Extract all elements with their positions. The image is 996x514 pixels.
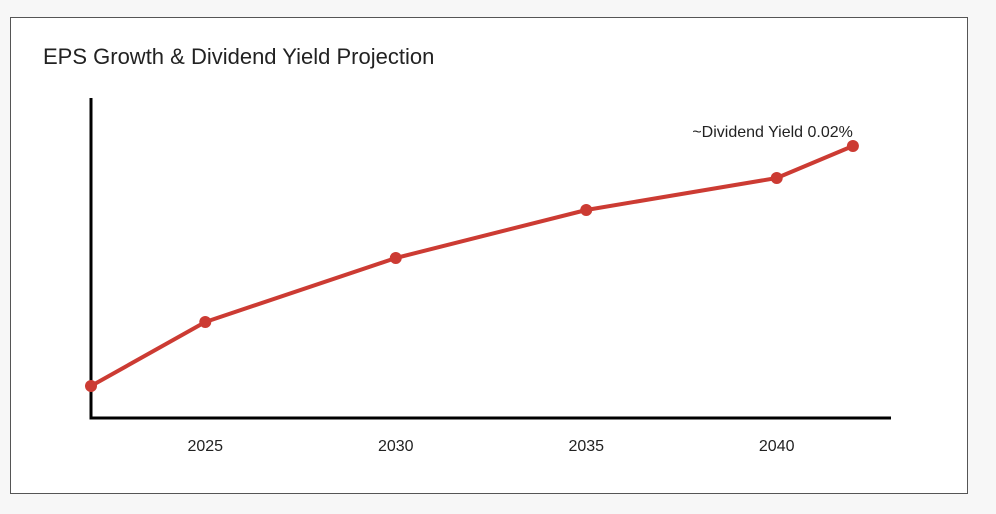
axes xyxy=(89,98,891,420)
data-point xyxy=(846,140,859,152)
data-point xyxy=(85,380,97,392)
eps-line xyxy=(90,144,854,388)
line-chart: 2025 2030 2035 2040 ~Dividend Yield 0.02% xyxy=(85,98,891,455)
x-tick-label: 2035 xyxy=(568,438,604,455)
dividend-yield-annotation: ~Dividend Yield 0.02% xyxy=(692,124,853,141)
data-point xyxy=(580,204,593,216)
data-point xyxy=(770,172,783,184)
chart-container: EPS Growth & Dividend Yield Projection 2… xyxy=(10,17,968,494)
x-tick-label: 2025 xyxy=(187,438,223,455)
series-line xyxy=(85,140,859,392)
x-tick-labels: 2025 2030 2035 2040 xyxy=(187,438,794,455)
data-point xyxy=(199,316,212,328)
data-point xyxy=(389,252,402,264)
x-tick-label: 2040 xyxy=(759,438,795,455)
x-tick-label: 2030 xyxy=(378,438,414,455)
chart-title: EPS Growth & Dividend Yield Projection xyxy=(43,44,435,69)
